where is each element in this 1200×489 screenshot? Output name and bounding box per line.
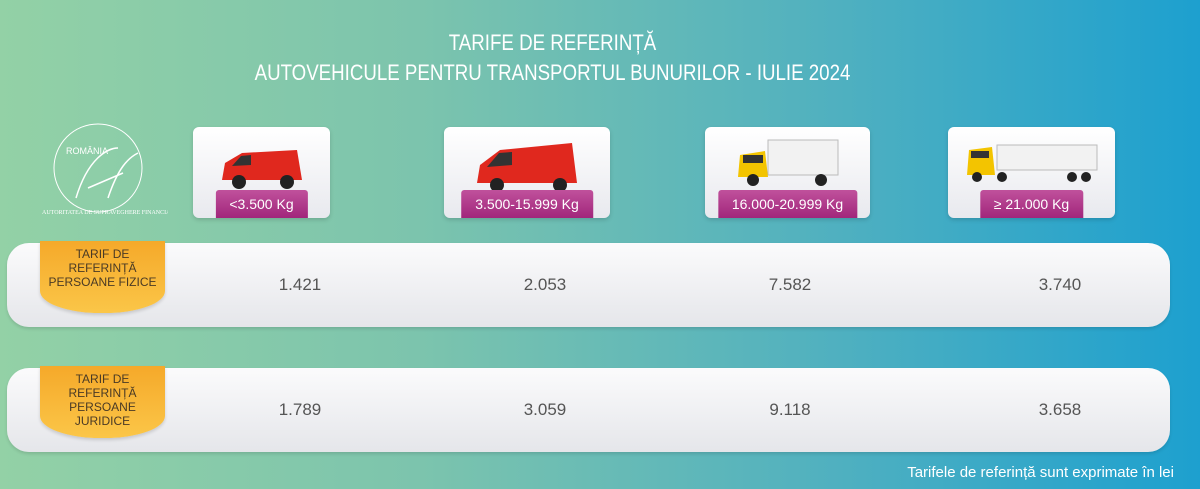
truck-icon (737, 139, 838, 186)
page-title: TARIFE DE REFERINȚĂ AUTOVEHICULE PENTRU … (254, 30, 851, 85)
category-card: ≥ 21.000 Kg (948, 127, 1115, 218)
van-icon (477, 143, 577, 192)
category-card: 3.500-15.999 Kg (444, 127, 610, 218)
tariff-value: 7.582 (768, 275, 812, 294)
small-van-icon (221, 150, 302, 189)
svg-text:ROMÂNIA: ROMÂNIA (66, 146, 108, 156)
weight-label: 16.000-20.999 Kg (717, 190, 858, 218)
svg-text:AUTORITATEA DE SUPRAVEGHERE FI: AUTORITATEA DE SUPRAVEGHERE FINANCIARĂ (42, 208, 168, 216)
category-card: <3.500 Kg (193, 127, 330, 218)
tariff-value: 9.118 (769, 400, 811, 419)
tariff-row-companies: TARIF DE REFERINȚĂ PERSOANE JURIDICE 1.7… (7, 366, 1170, 452)
tariff-value: 3.740 (1038, 275, 1082, 294)
tariff-value: 1.789 (278, 400, 322, 419)
tariff-value: 3.658 (1038, 400, 1082, 419)
tariff-value: 1.421 (278, 275, 322, 294)
category-card: 16.000-20.999 Kg (705, 127, 870, 218)
asf-logo: ROMÂNIA AUTORITATEA DE SUPRAVEGHERE FINA… (42, 123, 168, 216)
tariff-value: 2.053 (523, 275, 567, 294)
row-label-tab: TARIF DE REFERINȚĂ PERSOANE JURIDICE (40, 366, 165, 438)
tariff-row-individuals: TARIF DE REFERINȚĂ PERSOANE FIZICE 1.421… (7, 241, 1170, 327)
tariff-value: 3.059 (523, 400, 567, 419)
weight-label: ≥ 21.000 Kg (979, 190, 1084, 218)
semi-truck-icon (966, 144, 1097, 182)
weight-label: 3.500-15.999 Kg (461, 190, 593, 218)
row-label-tab: TARIF DE REFERINȚĂ PERSOANE FIZICE (40, 241, 165, 313)
weight-label: <3.500 Kg (215, 190, 308, 218)
currency-note: Tarifele de referință sunt exprimate în … (907, 464, 1174, 481)
